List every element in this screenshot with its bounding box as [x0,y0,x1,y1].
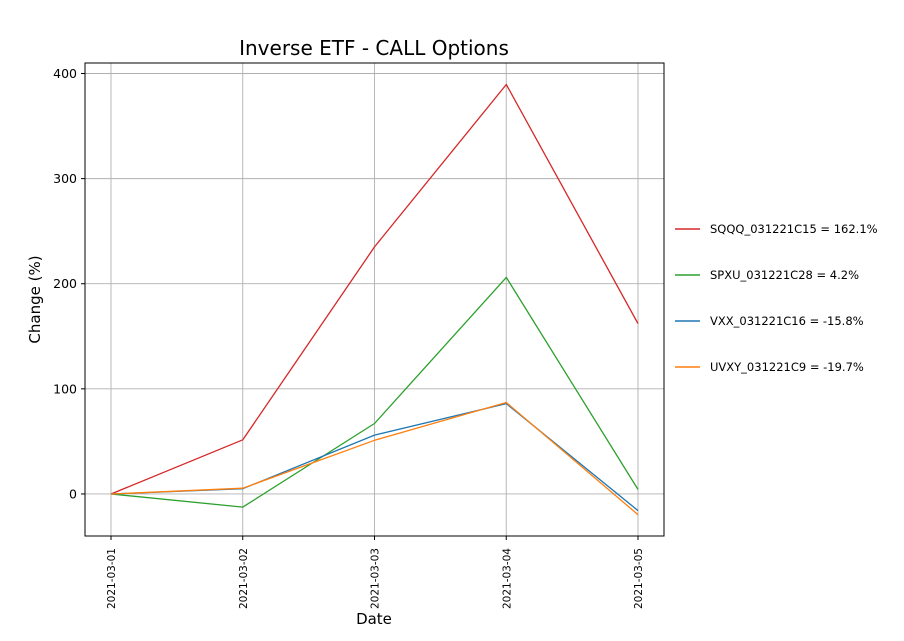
series-line-0 [110,83,639,495]
y-tick-label: 400 [53,66,77,81]
y-tick-label: 100 [53,381,77,396]
x-tick-label: 2021-03-04 [501,548,513,609]
legend-label-3: UVXY_031221C9 = -19.7% [710,360,864,374]
grid [85,63,664,536]
series-lines [110,83,639,516]
y-tick-label: 200 [53,276,77,291]
series-line-3 [110,401,639,516]
axis-ticks: 2021-03-01 2021-03-02 2021-03-03 2021-03-04… [53,66,645,609]
x-tick-label: 2021-03-05 [633,548,645,609]
x-tick-label: 2021-03-03 [370,548,382,609]
x-axis-label: Date [356,610,392,628]
y-tick-label: 0 [69,486,77,501]
y-tick-label: 300 [53,171,77,186]
legend: SQQQ_031221C15 = 162.1% SPXU_031221C28 = … [675,222,878,374]
chart-title: Inverse ETF - CALL Options [239,36,509,60]
x-tick-label: 2021-03-02 [238,548,250,609]
legend-label-1: SPXU_031221C28 = 4.2% [710,268,859,282]
legend-label-2: VXX_031221C16 = -15.8% [710,314,864,328]
series-line-1 [110,276,639,508]
x-tick-label: 2021-03-01 [106,548,118,609]
legend-label-0: SQQQ_031221C15 = 162.1% [710,222,878,236]
y-axis-label: Change (%) [26,255,44,343]
